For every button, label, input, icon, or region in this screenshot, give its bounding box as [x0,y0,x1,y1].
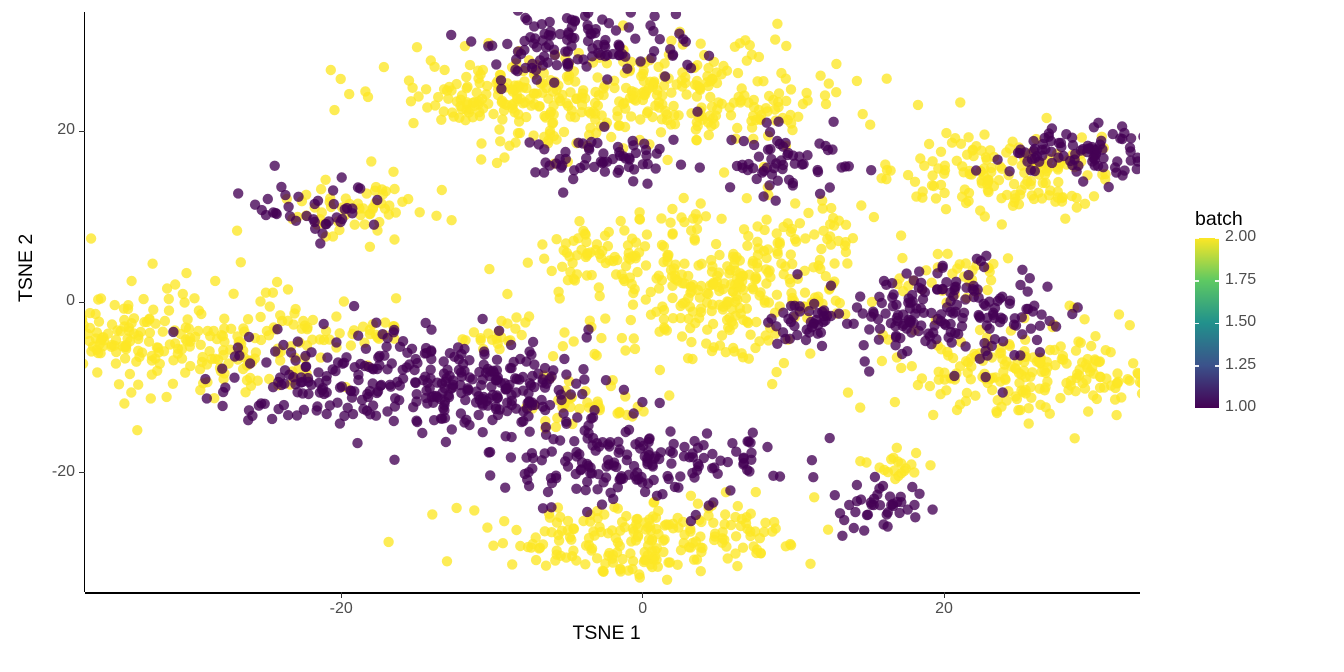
y-tick-label: 20 [35,121,75,139]
y-tick-label: 0 [35,292,75,310]
legend-tick-label: 1.00 [1225,398,1256,416]
y-tick [79,131,85,132]
legend-tick [1195,408,1199,410]
legend-tick [1215,323,1219,325]
legend-tick-label: 2.00 [1225,228,1256,246]
legend-tick [1195,280,1199,282]
x-tick [341,592,342,598]
x-tick-label: -20 [321,600,361,618]
legend-tick [1215,238,1219,240]
scatter-points [0,0,1344,672]
x-tick [642,592,643,598]
y-tick-label: -20 [35,463,75,481]
y-axis-title: TSNE 2 [15,234,38,302]
legend-tick [1215,365,1219,367]
x-tick-label: 20 [924,600,964,618]
figure: -20020 -20020 TSNE 1 TSNE 2 batch 1.001.… [0,0,1344,672]
legend-tick [1195,238,1199,240]
legend-tick [1195,323,1199,325]
legend-tick-label: 1.25 [1225,356,1256,374]
y-tick [79,472,85,473]
x-tick-label: 0 [623,600,663,618]
legend-tick-label: 1.50 [1225,313,1256,331]
x-axis-title: TSNE 1 [573,622,641,645]
legend-tick [1215,408,1219,410]
x-tick [944,592,945,598]
legend-tick [1215,280,1219,282]
legend-tick-label: 1.75 [1225,271,1256,289]
legend-tick [1195,365,1199,367]
y-tick [79,302,85,303]
